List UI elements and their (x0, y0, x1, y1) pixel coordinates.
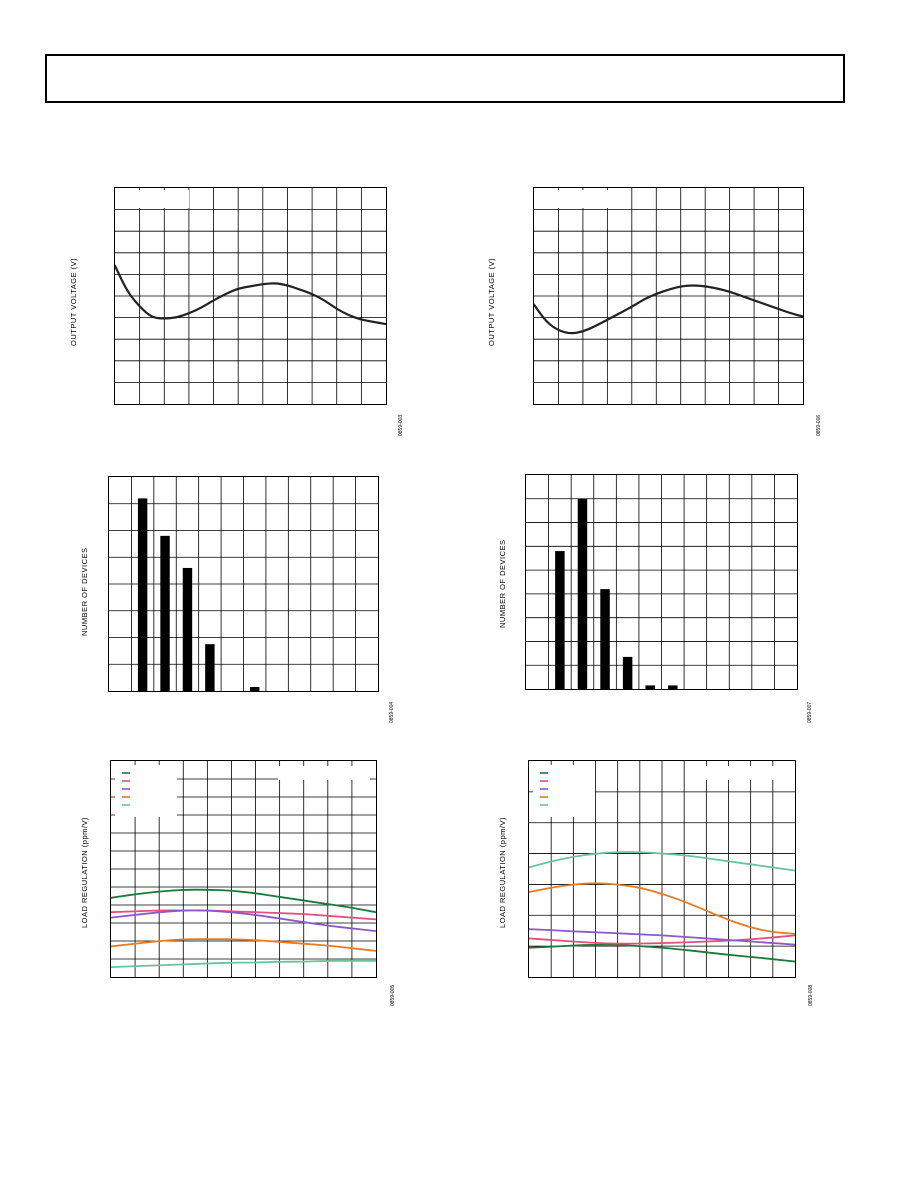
series-line-1 (529, 934, 795, 945)
figure-id: 0859-003 (398, 414, 404, 436)
y-axis-label: NUMBER OF DEVICES (498, 539, 507, 628)
plot-area (533, 187, 804, 405)
annotation-box (278, 766, 370, 780)
bar-7 (250, 686, 260, 691)
y-axis-label: OUTPUT VOLTAGE (V) (487, 257, 496, 346)
series-line-3 (111, 938, 376, 952)
figure-id: 0859-008 (808, 984, 814, 1006)
plot-area (108, 476, 379, 692)
series-line-0 (534, 284, 803, 335)
series-line-2 (111, 909, 376, 932)
figure-id: 0859-005 (390, 984, 396, 1006)
figure-id: 0859-004 (389, 701, 395, 723)
series-line-0 (111, 888, 376, 914)
chart-svg (529, 761, 795, 977)
annotation-box (691, 766, 789, 780)
chart-svg (115, 188, 386, 404)
annotation-box (139, 190, 189, 208)
bar-6 (645, 685, 655, 689)
bar-4 (600, 589, 610, 689)
series-line-0 (529, 943, 795, 963)
bar-2 (555, 551, 565, 689)
y-axis-label: LOAD REGULATION (ppm/V) (498, 817, 507, 928)
series-line-1 (111, 909, 376, 921)
plot-area (110, 760, 377, 978)
annotation-box (558, 190, 608, 208)
series-line-3 (529, 882, 795, 935)
y-axis-label: NUMBER OF DEVICES (80, 547, 89, 636)
series-line-4 (111, 959, 376, 968)
bar-2 (137, 498, 148, 691)
chart-svg (109, 477, 378, 691)
bar-3 (160, 535, 170, 691)
plot-area (528, 760, 796, 978)
bar-4 (182, 567, 193, 691)
bar-5 (622, 656, 633, 689)
page-header-box (45, 54, 845, 103)
series-line-4 (529, 851, 795, 872)
chart-svg (526, 475, 797, 689)
series-line-2 (529, 928, 795, 946)
figure-id: 0859-007 (807, 701, 813, 723)
y-axis-label: OUTPUT VOLTAGE (V) (69, 257, 78, 346)
bar-7 (668, 685, 678, 689)
chart-svg (111, 761, 376, 977)
series-line-0 (115, 264, 386, 326)
y-axis-label: LOAD REGULATION (ppm/V) (80, 817, 89, 928)
plot-area (114, 187, 387, 405)
bar-3 (577, 498, 588, 689)
plot-area (525, 474, 798, 690)
chart-svg (534, 188, 803, 404)
figure-id: 0859-006 (816, 414, 822, 436)
bar-5 (205, 644, 215, 691)
